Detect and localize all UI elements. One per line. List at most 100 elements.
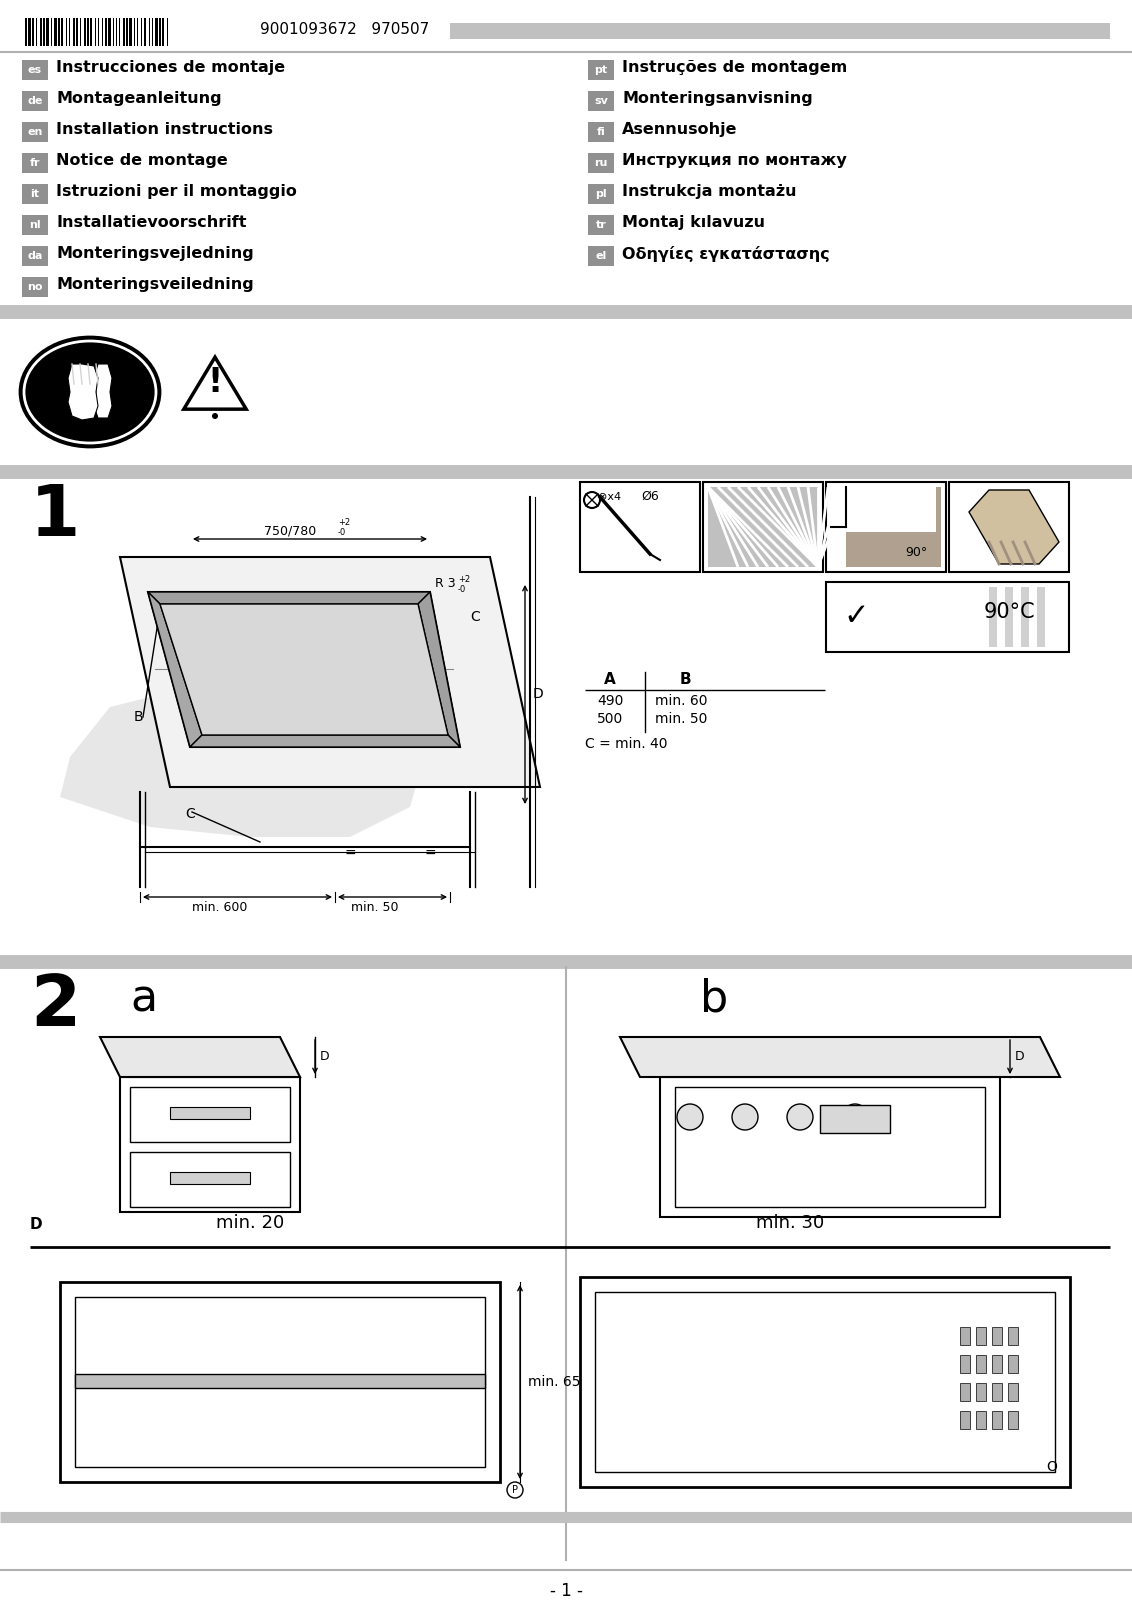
Bar (846, 486, 936, 531)
Text: Monteringsvejledning: Monteringsvejledning (55, 246, 254, 261)
Text: de: de (27, 96, 43, 106)
Polygon shape (183, 357, 246, 410)
Polygon shape (969, 490, 1060, 565)
Bar (1007, 1326, 1018, 1346)
Text: no: no (27, 282, 43, 291)
Polygon shape (68, 365, 98, 419)
Bar (43, 18, 45, 46)
Polygon shape (60, 682, 430, 837)
Polygon shape (620, 1037, 1060, 1077)
Text: Installation instructions: Installation instructions (55, 122, 273, 138)
Bar (1037, 587, 1045, 646)
Bar (46, 18, 49, 46)
Text: P: P (512, 1485, 518, 1494)
Polygon shape (120, 557, 540, 787)
Bar (588, 91, 614, 110)
Bar (949, 482, 1069, 573)
Bar (32, 18, 34, 46)
Circle shape (732, 1104, 758, 1130)
Bar (588, 214, 614, 235)
Circle shape (212, 413, 218, 419)
Text: min. 50: min. 50 (351, 901, 398, 914)
Polygon shape (160, 603, 448, 734)
Bar (61, 18, 63, 46)
Text: b: b (700, 978, 728, 1021)
Text: Istruzioni per il montaggio: Istruzioni per il montaggio (55, 184, 297, 198)
Text: min. 5: min. 5 (620, 1355, 663, 1370)
Bar (1007, 1355, 1018, 1373)
Text: ru: ru (594, 158, 608, 168)
Bar (992, 1382, 1002, 1402)
Circle shape (507, 1482, 523, 1498)
Bar (91, 18, 92, 46)
Bar (158, 18, 161, 46)
Bar (123, 18, 125, 46)
Text: Montaj kılavuzu: Montaj kılavuzu (621, 214, 765, 230)
Bar (126, 18, 128, 46)
Bar (25, 18, 27, 46)
Bar (75, 1374, 484, 1387)
Text: ✓: ✓ (843, 603, 868, 632)
Text: C = min. 40: C = min. 40 (585, 738, 668, 750)
Text: Ø6: Ø6 (641, 490, 659, 502)
Bar (22, 122, 48, 142)
Bar (144, 18, 146, 46)
Bar (22, 59, 48, 80)
Circle shape (842, 1104, 868, 1130)
Bar (660, 1077, 1000, 1218)
Polygon shape (190, 734, 460, 747)
Polygon shape (418, 592, 460, 747)
Text: - 1 -: - 1 - (549, 1582, 583, 1600)
Text: C: C (470, 610, 480, 624)
Bar (60, 1282, 500, 1482)
Bar (28, 18, 31, 46)
Text: 9001093672   970507: 9001093672 970507 (260, 22, 429, 37)
Text: Installatievoorschrift: Installatievoorschrift (55, 214, 247, 230)
Text: min. 50: min. 50 (655, 712, 708, 726)
Text: tr: tr (595, 219, 607, 230)
Text: R 3: R 3 (435, 578, 455, 590)
Text: nl: nl (29, 219, 41, 230)
Bar (826, 482, 946, 573)
Text: min. 35: min. 35 (285, 611, 333, 626)
Polygon shape (148, 592, 430, 603)
Bar (170, 1107, 250, 1118)
Bar (1007, 1411, 1018, 1429)
Bar (831, 486, 846, 566)
Bar (1005, 587, 1013, 646)
Text: +2
-0: +2 -0 (458, 574, 470, 594)
Text: +2
-0: +2 -0 (338, 517, 350, 538)
Ellipse shape (20, 338, 160, 446)
Bar (22, 91, 48, 110)
Bar (588, 59, 614, 80)
Text: min. 30: min. 30 (756, 1214, 824, 1232)
Text: Monteringsanvisning: Monteringsanvisning (621, 91, 813, 106)
Bar (129, 18, 132, 46)
Text: D: D (533, 686, 543, 701)
Bar (87, 18, 89, 46)
Bar (162, 18, 164, 46)
Bar (820, 1106, 890, 1133)
Text: sv: sv (594, 96, 608, 106)
Text: min. 65: min. 65 (528, 1374, 581, 1389)
Text: 90°: 90° (904, 546, 927, 558)
Text: Οδηγίες εγκατάστασης: Οδηγίες εγκατάστασης (621, 246, 830, 262)
Polygon shape (100, 1037, 300, 1077)
Bar (130, 1152, 290, 1206)
Polygon shape (148, 592, 201, 747)
Bar (22, 214, 48, 235)
Text: 490: 490 (597, 694, 624, 707)
Text: D: D (31, 1218, 43, 1232)
Bar (960, 1382, 970, 1402)
Text: +2
-0: +2 -0 (323, 656, 335, 675)
Text: it: it (31, 189, 40, 198)
Text: Monteringsveiledning: Monteringsveiledning (55, 277, 254, 291)
Text: es: es (28, 66, 42, 75)
Bar (588, 154, 614, 173)
Bar (1021, 587, 1029, 646)
Bar (451, 22, 1110, 38)
Text: ⊗x4: ⊗x4 (599, 493, 621, 502)
Bar (22, 246, 48, 266)
Text: 90°C: 90°C (984, 602, 1035, 622)
Bar (75, 1298, 484, 1467)
